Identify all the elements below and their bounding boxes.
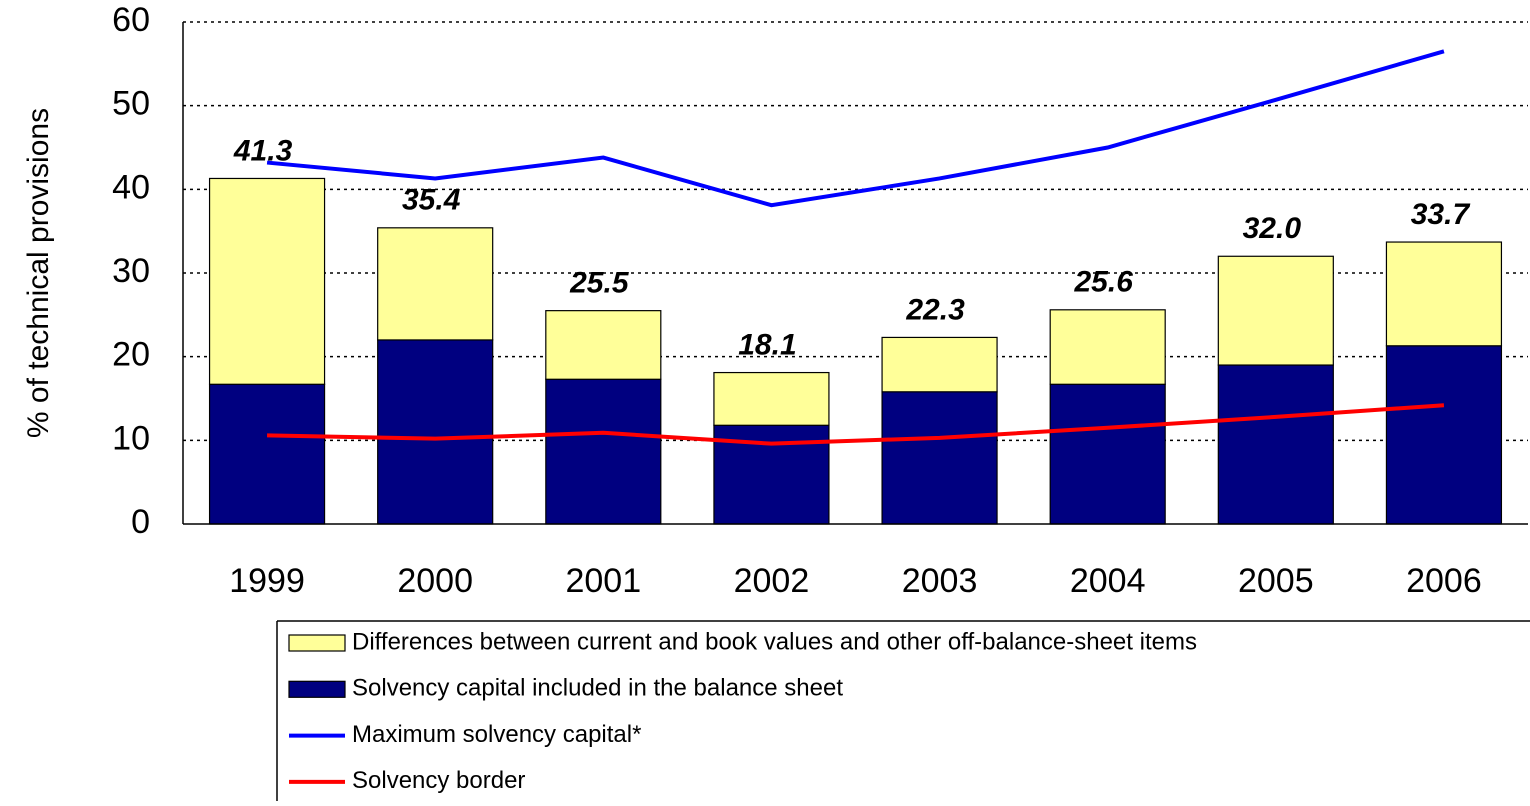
total-label: 25.5 xyxy=(569,267,630,300)
y-tick-label: 30 xyxy=(112,252,150,290)
x-tick-label: 2004 xyxy=(1070,562,1146,600)
total-label: 32.0 xyxy=(1243,212,1302,245)
x-tick-label: 2002 xyxy=(734,562,810,600)
legend-label: Maximum solvency capital* xyxy=(352,721,641,748)
x-tick-label: 2003 xyxy=(902,562,978,600)
legend-swatch xyxy=(288,634,346,652)
y-tick-label: 60 xyxy=(112,1,150,39)
bar-segment xyxy=(545,310,662,380)
bar-segment xyxy=(377,339,494,525)
y-axis-title: % of technical provisions xyxy=(22,108,55,438)
bar-segment xyxy=(1385,241,1503,347)
x-tick-label: 2000 xyxy=(397,562,473,600)
bar-segment xyxy=(1217,255,1334,366)
legend-label: Differences between current and book val… xyxy=(352,628,1197,655)
total-label: 22.3 xyxy=(905,293,965,326)
bar-segment xyxy=(1217,364,1334,525)
y-tick-label: 10 xyxy=(112,419,150,457)
bar-segment xyxy=(1385,345,1503,525)
y-tick-label: 0 xyxy=(131,503,150,541)
total-label: 25.6 xyxy=(1073,266,1133,299)
y-tick-label: 50 xyxy=(112,85,150,123)
bar-segment xyxy=(713,371,830,426)
bar-segment xyxy=(1049,309,1166,385)
bar-segment xyxy=(881,336,998,393)
bar-segment xyxy=(881,391,998,525)
x-tick-label: 1999 xyxy=(229,562,305,600)
line-series xyxy=(267,403,1445,446)
line-series xyxy=(266,49,1445,208)
x-tick-label: 2001 xyxy=(565,562,641,600)
bar-segment xyxy=(208,383,326,525)
bar-segment xyxy=(208,177,326,385)
bar-segment xyxy=(1049,383,1166,525)
x-tick-label: 2005 xyxy=(1238,562,1314,600)
total-label: 33.7 xyxy=(1411,198,1471,231)
x-tick-label: 2006 xyxy=(1406,562,1482,600)
total-label: 41.3 xyxy=(233,134,293,167)
total-label: 35.4 xyxy=(402,184,461,217)
legend-label: Solvency border xyxy=(352,767,525,794)
y-tick-label: 20 xyxy=(112,336,150,374)
bar-segment xyxy=(545,378,662,525)
y-tick-label: 40 xyxy=(112,168,150,206)
legend-swatch xyxy=(288,680,346,698)
legend-label: Solvency capital included in the balance… xyxy=(352,675,843,702)
bar-segment xyxy=(377,227,494,341)
total-label: 18.1 xyxy=(738,328,796,361)
